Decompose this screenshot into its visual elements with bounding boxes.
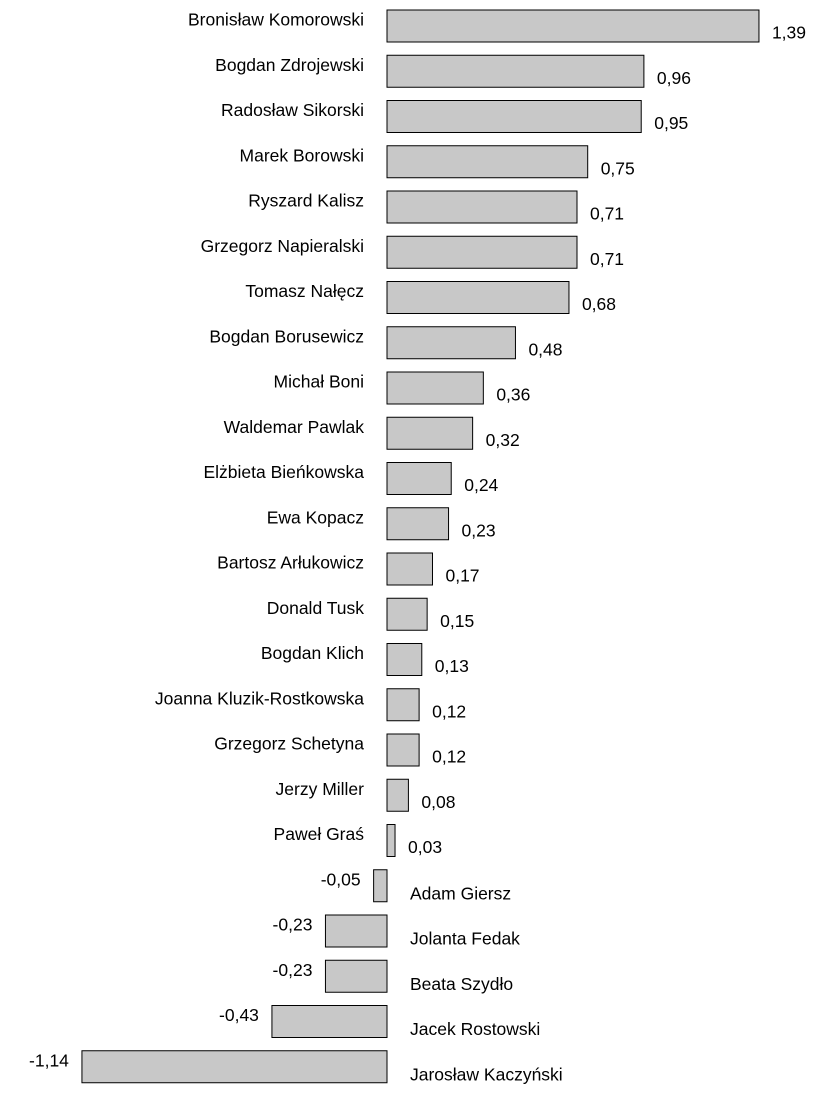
bar-9 <box>386 371 484 405</box>
value-label: 0,15 <box>440 611 474 631</box>
category-label: Bronisław Komorowski <box>188 10 364 30</box>
value-label: 0,32 <box>486 430 520 450</box>
category-label: Jolanta Fedak <box>410 929 520 949</box>
category-label: Paweł Graś <box>274 824 365 844</box>
bar-16 <box>386 688 420 722</box>
category-label: Jarosław Kaczyński <box>410 1064 563 1084</box>
bar-8 <box>386 326 516 360</box>
category-label: Tomasz Nałęcz <box>245 281 364 301</box>
bar-13 <box>386 552 433 586</box>
bar-12 <box>386 507 450 541</box>
bar-15 <box>386 643 423 676</box>
value-label: 0,95 <box>654 113 688 133</box>
value-label: -1,14 <box>29 1050 69 1070</box>
category-label: Elżbieta Bieńkowska <box>204 462 365 482</box>
category-label: Jacek Rostowski <box>410 1019 540 1039</box>
category-label: Bogdan Zdrojewski <box>215 55 364 75</box>
bar-21 <box>324 914 388 948</box>
bar-5 <box>386 190 578 224</box>
value-label: -0,23 <box>273 915 313 935</box>
category-label: Grzegorz Schetyna <box>214 734 364 754</box>
bar-10 <box>386 416 474 450</box>
bar-20 <box>373 869 388 903</box>
value-label: 0,71 <box>590 249 624 269</box>
bar-7 <box>386 281 570 314</box>
category-label: Bartosz Arłukowicz <box>217 553 364 573</box>
bar-11 <box>386 462 452 495</box>
category-label: Donald Tusk <box>267 598 365 618</box>
value-label: 0,75 <box>601 158 635 178</box>
value-label: 0,12 <box>432 701 466 721</box>
category-label: Jerzy Miller <box>276 779 365 799</box>
bar-14 <box>386 597 428 631</box>
value-label: 0,13 <box>435 656 469 676</box>
category-label: Bogdan Borusewicz <box>209 326 364 346</box>
bar-3 <box>386 100 642 133</box>
value-label: 0,23 <box>462 520 496 540</box>
labels-group: Bronisław Komorowski 1,39 Bogdan Zdrojewsk… <box>29 10 806 1085</box>
value-label: 0,71 <box>590 204 624 224</box>
bar-17 <box>386 733 420 767</box>
category-label: Marek Borowski <box>240 145 364 165</box>
bar-6 <box>386 235 578 269</box>
category-label: Waldemar Pawlak <box>224 417 365 437</box>
category-label: Michał Boni <box>274 372 364 392</box>
value-label: 0,96 <box>657 68 691 88</box>
category-label: Radosław Sikorski <box>221 100 364 120</box>
value-label: -0,43 <box>219 1005 259 1025</box>
bar-1 <box>386 9 760 43</box>
bar-4 <box>386 145 589 179</box>
value-label: 0,08 <box>421 792 455 812</box>
category-label: Beata Szydło <box>410 974 513 994</box>
value-label: 0,68 <box>582 294 616 314</box>
bar-19 <box>386 824 396 857</box>
bar-22 <box>324 959 388 993</box>
value-label: -0,05 <box>321 869 361 889</box>
category-label: Ryszard Kalisz <box>248 191 364 211</box>
value-label: 1,39 <box>772 23 806 43</box>
category-label: Grzegorz Napieralski <box>201 236 364 256</box>
category-label: Ewa Kopacz <box>267 507 364 527</box>
bars-group <box>81 9 760 1084</box>
category-label: Bogdan Klich <box>261 643 364 663</box>
value-label: 0,12 <box>432 747 466 767</box>
value-label: 0,24 <box>464 475 498 495</box>
bar-18 <box>386 778 409 812</box>
value-label: 0,03 <box>408 837 442 857</box>
value-label: 0,36 <box>496 385 530 405</box>
value-label: 0,17 <box>445 566 479 586</box>
category-label: Adam Giersz <box>410 883 511 903</box>
category-label: Joanna Kluzik-Rostkowska <box>155 688 364 708</box>
bar-2 <box>386 54 645 88</box>
value-label: 0,48 <box>528 339 562 359</box>
value-label: -0,23 <box>273 960 313 980</box>
bar-23 <box>271 1005 388 1038</box>
bar-24 <box>81 1050 388 1084</box>
